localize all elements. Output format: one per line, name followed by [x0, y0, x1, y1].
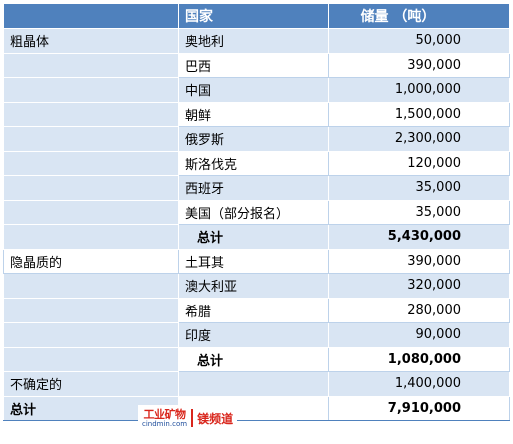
watermark-channel: 镁频道 — [197, 411, 234, 426]
subtotal-amount: 1,080,000 — [328, 346, 510, 372]
watermark-divider — [191, 409, 194, 427]
watermark-brand-block: 工业矿物 cindmin.com — [142, 409, 187, 428]
country-cell: 土耳其 — [178, 248, 329, 274]
category-cell — [3, 346, 179, 372]
country-cell: 俄罗斯 — [178, 126, 329, 152]
header-row: 国家 储量 （吨） — [3, 3, 510, 29]
category-cell — [3, 273, 179, 299]
table-row: 俄罗斯 2,300,000 — [3, 126, 510, 152]
grand-total-row: 总计 7,910,000 — [3, 395, 510, 421]
country-cell: 西班牙 — [178, 175, 329, 201]
reserves-table: 国家 储量 （吨） 粗晶体 奥地利 50,000 巴西 390,000 中国 1… — [3, 3, 510, 421]
table-row: 朝鲜 1,500,000 — [3, 101, 510, 127]
category-cell — [3, 150, 179, 176]
category-cell — [3, 297, 179, 323]
table-row: 巴西 390,000 — [3, 52, 510, 78]
subtotal-row: 总计 5,430,000 — [3, 224, 510, 250]
category-cell: 粗晶体 — [3, 28, 179, 54]
category-cell — [3, 77, 179, 103]
category-cell — [3, 175, 179, 201]
subtotal-amount: 5,430,000 — [328, 224, 510, 250]
amount-cell: 390,000 — [328, 52, 510, 78]
table-row: 西班牙 35,000 — [3, 175, 510, 201]
category-cell — [3, 101, 179, 127]
header-reserves: 储量 （吨） — [328, 3, 510, 29]
category-cell — [3, 199, 179, 225]
category-cell: 不确定的 — [3, 371, 179, 397]
table-row: 斯洛伐克 120,000 — [3, 150, 510, 176]
watermark-logo: 工业矿物 cindmin.com 镁频道 — [138, 405, 238, 431]
subtotal-row: 总计 1,080,000 — [3, 346, 510, 372]
category-cell — [3, 224, 179, 250]
watermark-brand: 工业矿物 — [143, 407, 187, 421]
country-cell: 印度 — [178, 322, 329, 348]
table-row: 印度 90,000 — [3, 322, 510, 348]
category-cell — [3, 322, 179, 348]
subtotal-label: 总计 — [178, 346, 329, 372]
table-row: 美国（部分报名） 35,000 — [3, 199, 510, 225]
table-row: 澳大利亚 320,000 — [3, 273, 510, 299]
header-category — [3, 3, 179, 29]
amount-cell: 35,000 — [328, 175, 510, 201]
country-cell: 奥地利 — [178, 28, 329, 54]
country-cell: 中国 — [178, 77, 329, 103]
table-row: 不确定的 1,400,000 — [3, 371, 510, 397]
country-cell: 澳大利亚 — [178, 273, 329, 299]
category-cell — [3, 52, 179, 78]
country-cell: 美国（部分报名） — [178, 199, 329, 225]
table-row: 隐晶质的 土耳其 390,000 — [3, 248, 510, 274]
country-cell — [178, 371, 329, 397]
table-row: 粗晶体 奥地利 50,000 — [3, 28, 510, 54]
country-cell: 斯洛伐克 — [178, 150, 329, 176]
table-row: 希腊 280,000 — [3, 297, 510, 323]
country-cell: 朝鲜 — [178, 101, 329, 127]
amount-cell: 1,500,000 — [328, 101, 510, 127]
amount-cell: 2,300,000 — [328, 126, 510, 152]
amount-cell: 320,000 — [328, 273, 510, 299]
watermark-site: cindmin.com — [142, 419, 188, 428]
amount-cell: 1,400,000 — [328, 371, 510, 397]
country-cell: 希腊 — [178, 297, 329, 323]
table-row: 中国 1,000,000 — [3, 77, 510, 103]
amount-cell: 90,000 — [328, 322, 510, 348]
amount-cell: 280,000 — [328, 297, 510, 323]
subtotal-label: 总计 — [178, 224, 329, 250]
amount-cell: 120,000 — [328, 150, 510, 176]
category-cell — [3, 126, 179, 152]
amount-cell: 390,000 — [328, 248, 510, 274]
grand-total-amount: 7,910,000 — [328, 395, 510, 421]
country-cell: 巴西 — [178, 52, 329, 78]
amount-cell: 1,000,000 — [328, 77, 510, 103]
category-cell: 隐晶质的 — [3, 248, 179, 274]
amount-cell: 50,000 — [328, 28, 510, 54]
header-country: 国家 — [178, 3, 329, 29]
amount-cell: 35,000 — [328, 199, 510, 225]
